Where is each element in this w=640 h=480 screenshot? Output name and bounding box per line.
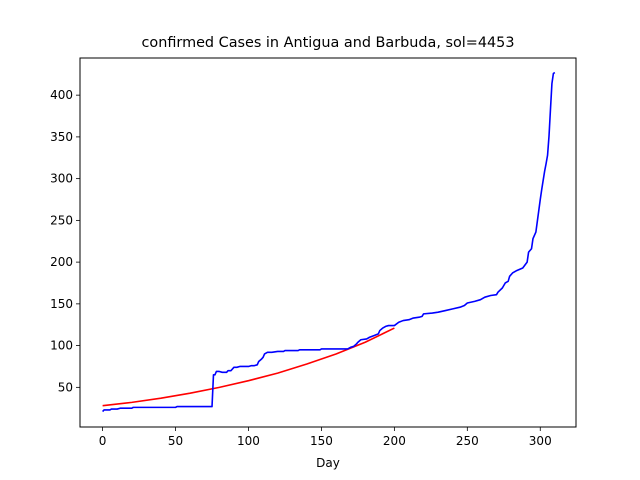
y-tick-label: 100 — [50, 339, 73, 353]
series-line-confirmed — [102, 71, 556, 413]
y-axis: 50 100 150 200 250 300 350 400 — [50, 88, 80, 394]
x-tick-label: 50 — [168, 434, 183, 448]
x-axis-label: Day — [316, 456, 340, 470]
y-tick-label: 300 — [50, 172, 73, 186]
y-tick-label: 400 — [50, 88, 73, 102]
x-tick-label: 150 — [310, 434, 333, 448]
axes-frame — [79, 57, 577, 428]
series-line-fit — [102, 327, 395, 407]
plot-area — [102, 71, 556, 413]
chart-title: confirmed Cases in Antigua and Barbuda, … — [142, 35, 515, 51]
y-tick-label: 50 — [58, 380, 73, 394]
x-tick-label: 200 — [383, 434, 406, 448]
x-tick-label: 100 — [237, 434, 260, 448]
y-tick-label: 200 — [50, 255, 73, 269]
y-tick-label: 350 — [50, 130, 73, 144]
x-tick-label: 300 — [529, 434, 552, 448]
x-tick-label: 0 — [99, 434, 107, 448]
y-tick-label: 150 — [50, 297, 73, 311]
x-axis: 0 50 100 150 200 250 300 — [99, 427, 552, 448]
x-tick-label: 250 — [456, 434, 479, 448]
y-tick-label: 250 — [50, 213, 73, 227]
